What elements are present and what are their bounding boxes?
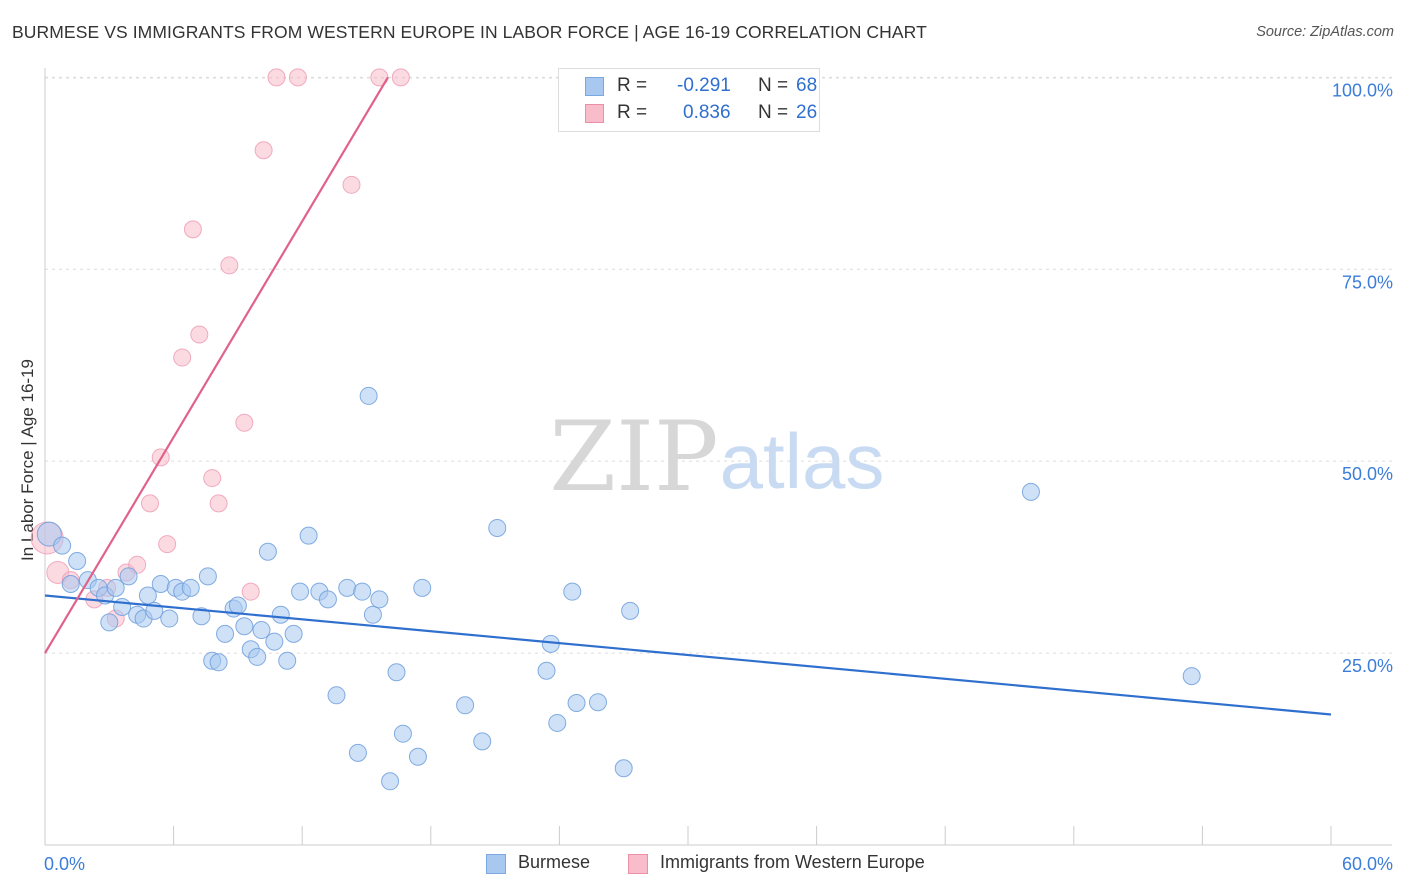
burmese-point: [198, 567, 217, 586]
immigrants-point: [158, 535, 177, 554]
burmese-point: [284, 624, 303, 643]
burmese-point: [181, 578, 200, 597]
burmese-point: [537, 661, 556, 680]
bottom-legend-swatch-burmese: [486, 854, 506, 874]
burmese-point: [291, 582, 310, 601]
immigrants-point: [288, 68, 307, 87]
burmese-point: [1021, 482, 1040, 501]
source-label: Source: ZipAtlas.com: [1256, 24, 1394, 40]
burmese-point: [61, 575, 80, 593]
axes: [44, 68, 1392, 846]
immigrants-point: [241, 582, 260, 601]
immigrants-trendline: [44, 76, 389, 654]
burmese-point: [216, 624, 235, 643]
burmese-point: [271, 605, 290, 624]
burmese-point: [228, 596, 247, 615]
burmese-points: [36, 386, 1201, 791]
immigrants-points: [30, 68, 410, 628]
legend-n-label: N =: [758, 75, 789, 96]
burmese-point: [567, 693, 586, 712]
burmese-point: [68, 551, 87, 570]
immigrants-point: [267, 68, 286, 87]
legend-swatch-burmese: [585, 77, 604, 96]
immigrants-point: [254, 141, 273, 160]
burmese-point: [265, 632, 284, 651]
immigrants-point: [190, 325, 209, 344]
burmese-point: [106, 578, 125, 597]
burmese-point: [53, 536, 72, 555]
burmese-point: [252, 621, 271, 640]
burmese-point: [235, 617, 254, 636]
immigrants-point: [235, 413, 254, 432]
burmese-point: [119, 567, 138, 586]
trendlines: [44, 76, 1332, 716]
legend-r-label: R =: [617, 75, 648, 96]
legend-n-value-burmese: 68: [796, 75, 818, 96]
burmese-point: [381, 772, 400, 791]
burmese-point: [278, 651, 297, 670]
watermark-atlas: atlas: [720, 417, 885, 505]
burmese-point: [192, 607, 211, 626]
burmese-point: [488, 518, 507, 537]
burmese-point: [408, 747, 427, 766]
x-tick-label-min: 0.0%: [44, 854, 85, 874]
immigrants-point: [173, 348, 192, 367]
immigrants-point: [209, 494, 228, 513]
burmese-point: [160, 609, 179, 628]
burmese-point: [338, 578, 357, 597]
legend-n-value-immigrants: 26: [796, 102, 818, 123]
burmese-point: [387, 663, 406, 682]
burmese-point: [100, 613, 119, 632]
legend-swatch-immigrants: [585, 104, 604, 123]
immigrants-point: [391, 68, 410, 87]
burmese-point: [1182, 667, 1201, 686]
burmese-point: [353, 582, 372, 601]
burmese-trendline: [44, 594, 1332, 716]
bottom-legend-label-burmese: Burmese: [518, 852, 591, 872]
burmese-point: [548, 713, 567, 732]
burmese-point: [370, 590, 389, 609]
burmese-point: [456, 696, 475, 715]
burmese-point: [393, 724, 412, 743]
burmese-point: [413, 578, 432, 597]
burmese-point: [621, 601, 640, 620]
burmese-point: [299, 526, 318, 545]
immigrants-point: [141, 494, 160, 513]
burmese-point: [327, 686, 346, 705]
burmese-point: [248, 647, 267, 666]
burmese-point: [151, 575, 170, 593]
y-tick-label: 100.0%: [1332, 80, 1393, 100]
watermark-zip: ZIP: [549, 401, 718, 513]
bottom-legend-label-immigrants: Immigrants from Western Europe: [660, 852, 925, 872]
immigrants-point: [183, 220, 202, 239]
burmese-point: [614, 759, 633, 778]
correlation-legend: R = -0.291 N = 68 R = 0.836 N = 26: [558, 68, 820, 132]
immigrants-point: [203, 469, 222, 488]
tick-labels: 25.0% 50.0% 75.0% 100.0% 0.0% 60.0%: [44, 80, 1393, 874]
immigrants-point: [342, 175, 361, 194]
legend-r-value-immigrants: 0.836: [683, 102, 731, 123]
legend-n-label: N =: [758, 102, 789, 123]
watermark: ZIP atlas: [549, 401, 884, 513]
y-tick-label: 50.0%: [1342, 464, 1393, 484]
chart-title: BURMESE VS IMMIGRANTS FROM WESTERN EUROP…: [12, 22, 927, 42]
legend-r-label: R =: [617, 102, 648, 123]
y-tick-label: 25.0%: [1342, 656, 1393, 676]
immigrants-point: [220, 256, 239, 275]
y-tick-label: 75.0%: [1342, 272, 1393, 292]
burmese-point: [473, 732, 492, 751]
burmese-point: [348, 743, 367, 762]
burmese-point: [318, 590, 337, 609]
burmese-point: [363, 605, 382, 624]
bottom-legend-swatch-immigrants: [628, 854, 648, 874]
burmese-point: [359, 386, 378, 405]
burmese-point: [563, 582, 582, 601]
gridlines: [45, 76, 1392, 654]
burmese-point: [588, 693, 607, 712]
burmese-point: [258, 542, 277, 561]
burmese-point: [209, 653, 228, 672]
legend-r-value-burmese: -0.291: [677, 75, 731, 96]
x-tick-label-max: 60.0%: [1342, 854, 1393, 874]
